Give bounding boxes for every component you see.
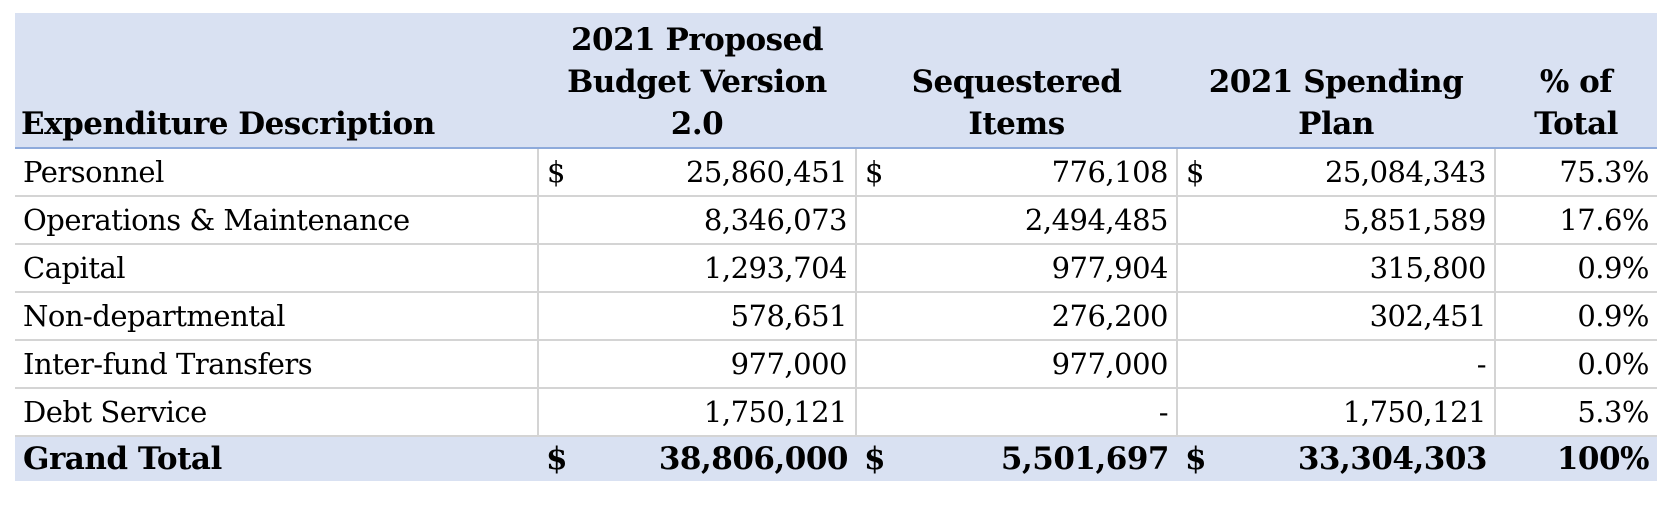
total-spending: $33,304,303: [1177, 435, 1495, 481]
sequestered-cell: 276,200: [855, 292, 1178, 341]
percent-cell: 5.3%: [1494, 388, 1657, 437]
amount: 33,304,303: [1297, 441, 1488, 477]
amount: 776,108: [1051, 155, 1169, 189]
total-percent: 100%: [1495, 435, 1657, 481]
header-row: Expenditure Description 2021 Proposed Bu…: [15, 13, 1657, 149]
amount: 38,806,000: [658, 441, 849, 477]
expenditure-table: Expenditure Description 2021 Proposed Bu…: [15, 13, 1657, 481]
currency-symbol: $: [1185, 441, 1207, 477]
grand-total-row: Grand Total $38,806,000 $5,501,697 $33,304,…: [15, 435, 1657, 481]
proposed-cell: $25,860,451: [537, 148, 857, 197]
currency-symbol: $: [865, 155, 883, 189]
header-percent: % of Total: [1495, 13, 1657, 149]
description-cell: Non-departmental: [15, 292, 539, 341]
description-cell: Debt Service: [15, 388, 539, 437]
sequestered-cell: $776,108: [855, 148, 1178, 197]
sequestered-cell: 977,000: [855, 340, 1178, 389]
header-description: Expenditure Description: [15, 13, 538, 149]
description-cell: Capital: [15, 244, 539, 293]
header-sequestered: Sequestered Items: [856, 13, 1177, 149]
proposed-cell: 1,293,704: [537, 244, 857, 293]
amount: 25,084,343: [1324, 155, 1487, 189]
description-cell: Operations & Maintenance: [15, 196, 539, 245]
proposed-cell: 977,000: [537, 340, 857, 389]
table-row: Debt Service 1,750,121-1,750,121 5.3%: [15, 388, 1657, 437]
spending-cell: -: [1176, 340, 1496, 389]
sequestered-cell: 2,494,485: [855, 196, 1178, 245]
total-sequestered: $5,501,697: [856, 435, 1177, 481]
table-row: Capital 1,293,704 977,904 315,800 0.9%: [15, 244, 1657, 293]
table-row: Personnel $25,860,451 $776,108 $25,084,343 7…: [15, 148, 1657, 197]
total-proposed: $38,806,000: [538, 435, 856, 481]
percent-cell: 0.0%: [1494, 340, 1657, 389]
table-row: Non-departmental 578,651 276,200 302,451 0.9…: [15, 292, 1657, 341]
header-spending: 2021 Spending Plan: [1177, 13, 1495, 149]
percent-cell: 17.6%: [1494, 196, 1657, 245]
currency-symbol: $: [547, 155, 565, 189]
amount: 5,501,697: [1000, 441, 1170, 477]
spending-cell: 1,750,121: [1176, 388, 1496, 437]
spending-cell: 302,451: [1176, 292, 1496, 341]
total-label: Grand Total: [15, 435, 538, 481]
amount: 25,860,451: [685, 155, 848, 189]
sequestered-cell: 977,904: [855, 244, 1178, 293]
header-proposed: 2021 Proposed Budget Version 2.0: [538, 13, 856, 149]
proposed-cell: 1,750,121: [537, 388, 857, 437]
spending-cell: 315,800: [1176, 244, 1496, 293]
table-row: Inter-fund Transfers 977,000 977,000-0.0%: [15, 340, 1657, 389]
currency-symbol: $: [864, 441, 886, 477]
currency-symbol: $: [546, 441, 568, 477]
description-cell: Inter-fund Transfers: [15, 340, 539, 389]
proposed-cell: 578,651: [537, 292, 857, 341]
description-cell: Personnel: [15, 148, 539, 197]
percent-cell: 0.9%: [1494, 292, 1657, 341]
spending-cell: 5,851,589: [1176, 196, 1496, 245]
currency-symbol: $: [1186, 155, 1204, 189]
percent-cell: 75.3%: [1494, 148, 1657, 197]
spending-cell: $25,084,343: [1176, 148, 1496, 197]
percent-cell: 0.9%: [1494, 244, 1657, 293]
table-row: Operations & Maintenance 8,346,073 2,494,4…: [15, 196, 1657, 245]
sequestered-cell: -: [855, 388, 1178, 437]
proposed-cell: 8,346,073: [537, 196, 857, 245]
